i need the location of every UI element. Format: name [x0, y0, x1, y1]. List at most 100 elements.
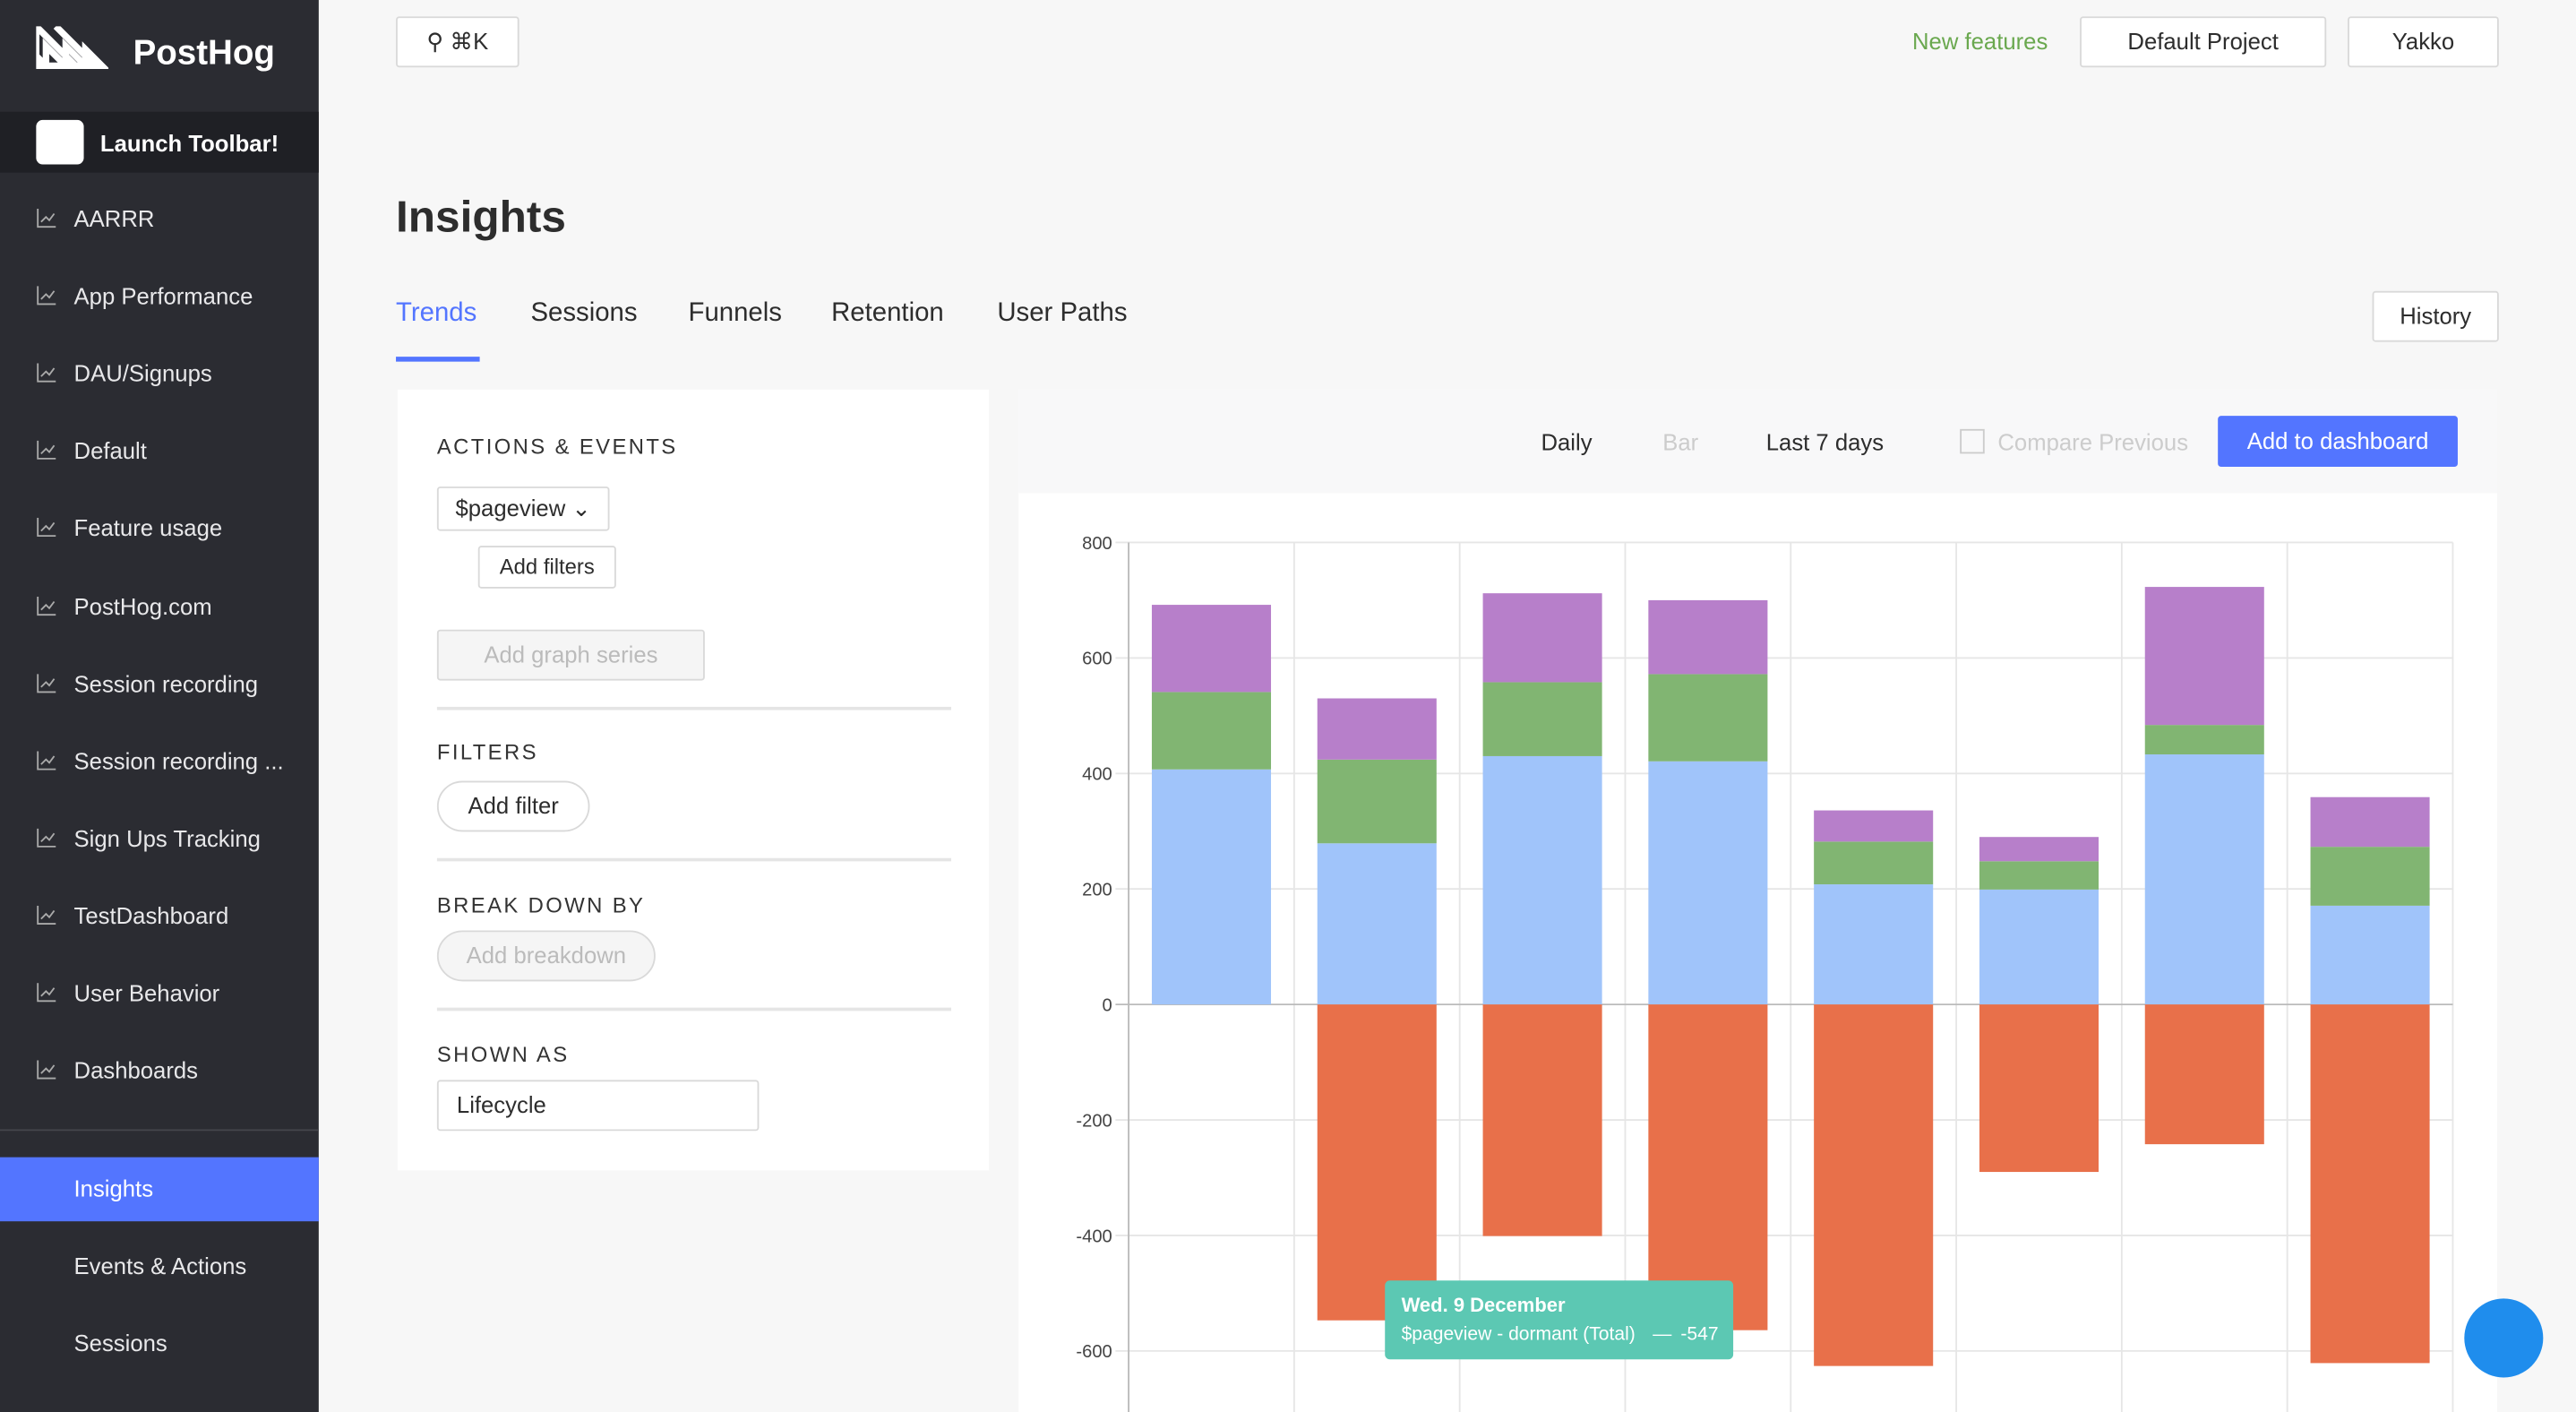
user-button[interactable]: Yakko	[2348, 16, 2499, 67]
logo	[36, 26, 108, 69]
tab-underline	[396, 357, 480, 362]
y-tick-label: 0	[1103, 995, 1112, 1015]
nav-icon	[36, 209, 56, 228]
launch-toolbar[interactable]: Launch Toolbar!	[0, 112, 319, 173]
sidebar: PostHog Launch Toolbar! AARRR App Perform…	[0, 0, 319, 1412]
tooltip-box	[1385, 1280, 1733, 1359]
search-shortcut: ⌘K	[450, 28, 488, 54]
nav-label: Session recording	[74, 652, 259, 715]
search-button[interactable]: ⚲ ⌘K	[396, 16, 519, 67]
nav-label: Default	[74, 419, 147, 482]
bar	[1814, 811, 1933, 842]
nav-item[interactable]: Events & Actions	[0, 1235, 319, 1297]
section-heading: BREAK DOWN BY	[437, 892, 645, 917]
divider	[0, 1129, 319, 1131]
tooltip-label: $pageview - dormant (Total)	[1402, 1323, 1636, 1344]
section-heading: FILTERS	[437, 740, 538, 765]
bar	[1483, 682, 1602, 756]
nav-item[interactable]: AARRR	[0, 187, 319, 250]
nav-item[interactable]: DAU/Signups	[0, 342, 319, 405]
range-select[interactable]: Last 7 days	[1766, 429, 1884, 455]
brand: PostHog	[133, 35, 275, 74]
bar	[1814, 1004, 1933, 1366]
nav-item[interactable]: Insights	[0, 1158, 319, 1222]
bar	[1979, 837, 2099, 861]
y-tick-label: 200	[1082, 881, 1112, 900]
nav-label: Dashboards	[74, 1039, 198, 1102]
bar	[1152, 770, 1271, 1004]
nav-label: Session recording ...	[74, 729, 284, 792]
new-features[interactable]: New features	[1912, 28, 2048, 54]
bar	[1648, 600, 1767, 675]
add-filters-button[interactable]: Add filters	[478, 546, 616, 589]
nav-icon	[36, 286, 56, 306]
nav-item[interactable]: App Performance	[0, 265, 319, 328]
nav-icon	[36, 364, 56, 383]
interval-select[interactable]: Daily	[1541, 429, 1592, 455]
chart-card: Daily Bar Last 7 days Compare Previous A…	[1018, 390, 2497, 1412]
bar	[1483, 756, 1602, 1004]
chat-button[interactable]	[2464, 1298, 2543, 1377]
compare-label: Compare Previous	[1997, 429, 2188, 455]
tab[interactable]: User Paths	[997, 299, 1127, 329]
tab[interactable]: Funnels	[689, 299, 782, 329]
add-filter-button[interactable]: Add filter	[437, 780, 590, 831]
nav-label: User Behavior	[74, 961, 220, 1024]
nav-label: Events & Actions	[74, 1235, 247, 1297]
nav-icon	[36, 983, 56, 1003]
tab[interactable]: Trends	[396, 299, 477, 329]
nav-item[interactable]: User Behavior	[0, 961, 319, 1024]
nav-item[interactable]: TestDashboard	[0, 884, 319, 947]
history-button[interactable]: History	[2373, 291, 2499, 342]
bar	[1979, 890, 2099, 1004]
nav-label: PostHog.com	[74, 574, 212, 637]
divider	[437, 1008, 951, 1012]
bar	[2311, 1004, 2430, 1363]
tab[interactable]: Retention	[831, 299, 944, 329]
bar	[1318, 1004, 1437, 1321]
bar	[1814, 841, 1933, 884]
divider	[437, 707, 951, 710]
nav-icon	[36, 441, 56, 461]
event-select[interactable]: $pageview ⌄	[437, 486, 610, 531]
bar	[1152, 605, 1271, 692]
bar	[1318, 843, 1437, 1004]
y-tick-label: 600	[1082, 650, 1112, 669]
nav-icon	[36, 828, 56, 848]
nav-item[interactable]: Default	[0, 419, 319, 482]
bar	[2311, 847, 2430, 906]
y-tick-label: -600	[1076, 1342, 1112, 1362]
nav-icon	[36, 1061, 56, 1081]
nav-label: TestDashboard	[74, 884, 229, 947]
shown-as-select[interactable]: Lifecycle	[437, 1080, 760, 1131]
nav-item[interactable]: Session recording ...	[0, 729, 319, 792]
nav-label: App Performance	[74, 265, 253, 328]
tooltip-title: Wed. 9 December	[1402, 1294, 1566, 1316]
add-breakdown-button: Add breakdown	[437, 930, 656, 981]
project-button[interactable]: Default Project	[2080, 16, 2326, 67]
chart: 8006004002000-200-400-600Wed. 9 December…	[1018, 493, 2497, 1412]
section-heading: ACTIONS & EVENTS	[437, 434, 678, 459]
nav-icon	[36, 673, 56, 693]
nav-item[interactable]: Feature usage	[0, 497, 319, 560]
nav-item[interactable]: Dashboards	[0, 1039, 319, 1102]
bar	[2145, 754, 2264, 1004]
tooltip: Wed. 9 December $pageview - dormant (Tota…	[1385, 1280, 1733, 1359]
filter-panel: ACTIONS & EVENTS $pageview ⌄ Add filters…	[398, 390, 989, 1170]
bar	[1318, 698, 1437, 759]
nav-label: Feature usage	[74, 497, 223, 560]
add-dashboard-button[interactable]: Add to dashboard	[2218, 416, 2458, 467]
nav-item[interactable]: PostHog.com	[0, 574, 319, 637]
nav-item[interactable]: Sessions	[0, 1312, 319, 1374]
nav-label: Sessions	[74, 1312, 167, 1374]
bar	[1483, 593, 1602, 682]
compare-checkbox[interactable]	[1960, 429, 1985, 454]
nav-icon	[36, 751, 56, 771]
y-tick-label: 400	[1082, 765, 1112, 785]
nav-item[interactable]: Sign Ups Tracking	[0, 806, 319, 869]
bar	[1318, 760, 1437, 843]
tab[interactable]: Sessions	[530, 299, 637, 329]
bar	[2311, 797, 2430, 847]
nav-item[interactable]: Session recording	[0, 652, 319, 715]
